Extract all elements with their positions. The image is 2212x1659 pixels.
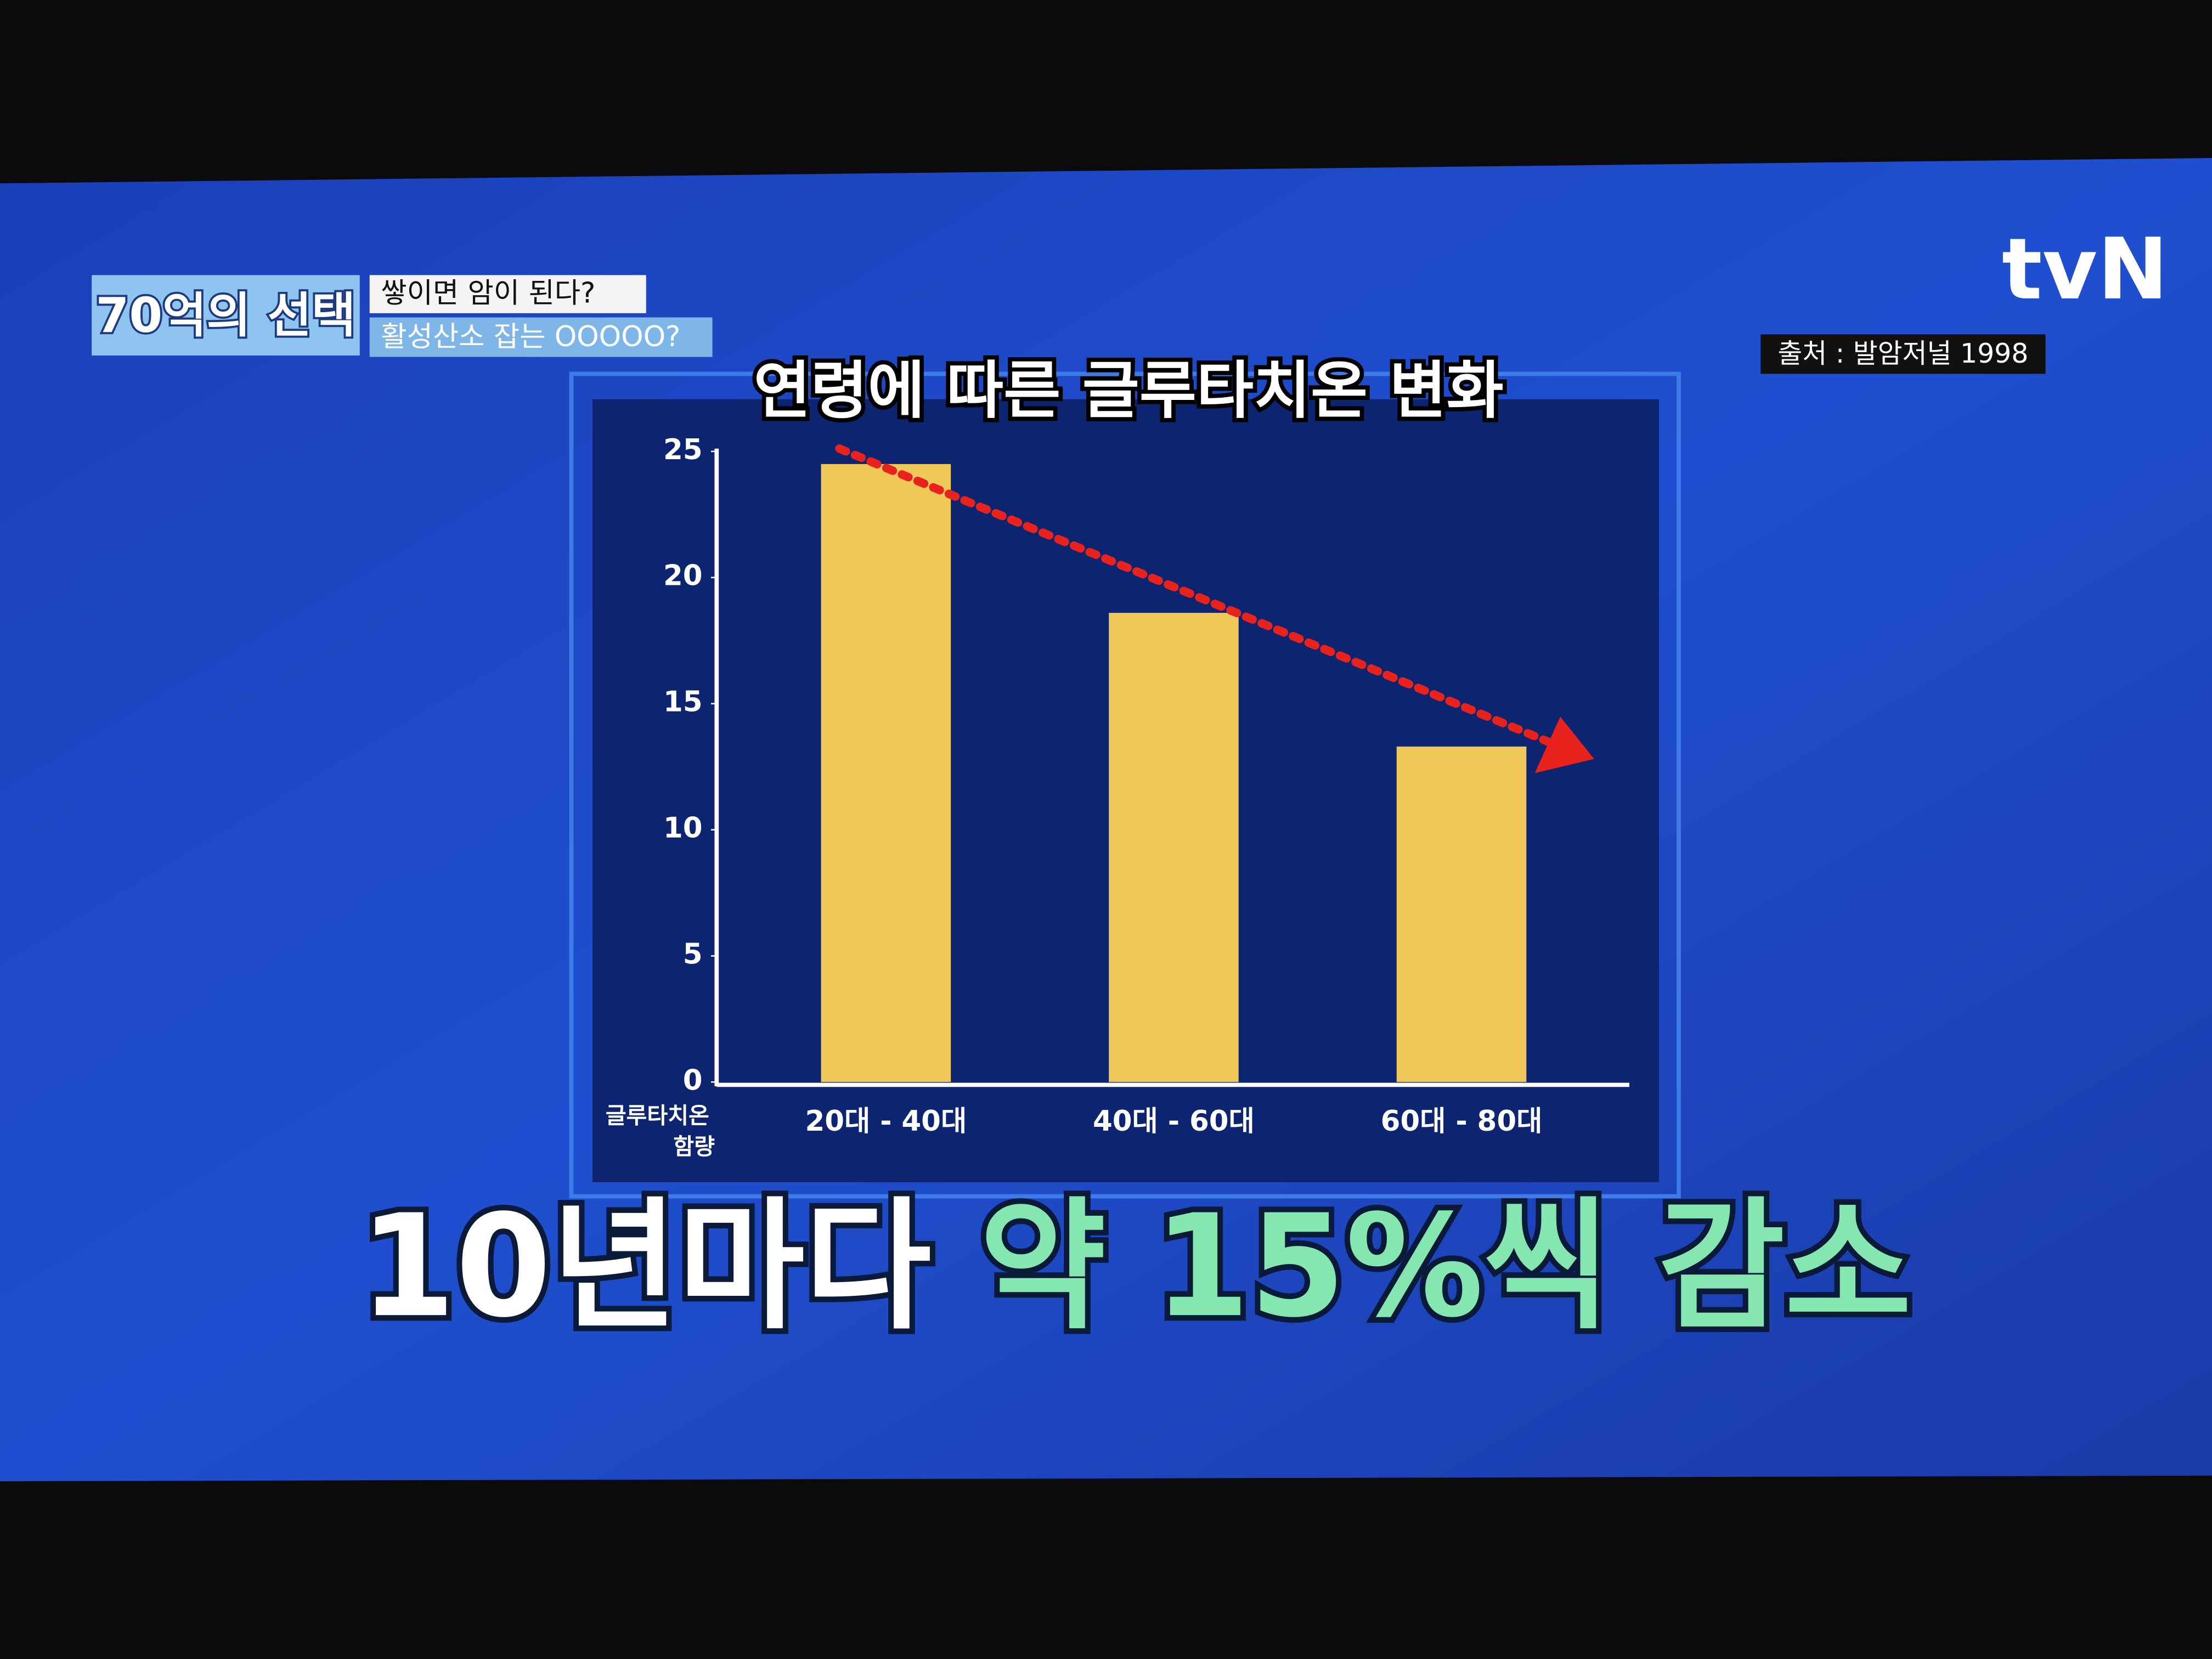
caption-green: 약 15%씩 감소: [979, 1184, 1911, 1348]
y-axis-label: 함량: [673, 1133, 715, 1160]
trend-arrowhead: [1534, 716, 1594, 774]
x-tick-label: 20대 - 40대: [805, 1105, 967, 1138]
x-tick-label: 40대 - 60대: [1093, 1105, 1255, 1138]
source: 출처 : 발암저널 1998: [1778, 338, 2028, 369]
show-headline: 쌓이면 암이 된다?: [381, 276, 595, 309]
show-subheadline: 활성산소 잡는 OOOOO?: [381, 320, 680, 353]
source-box: [1760, 334, 2046, 374]
chart-title: 연령에 따른 글루타치온 변화: [754, 354, 1504, 427]
bars: 0 5 10 15 20 25 20대 - 40대 40대 - 60대 60대 - 80대: [663, 433, 1542, 1138]
bar: [1396, 746, 1527, 1082]
y-axis-label: 글루타치온: [606, 1103, 709, 1129]
trend-arrow: [835, 444, 1554, 747]
x-tick-label: 60대 - 80대: [1381, 1105, 1543, 1138]
channel-logo: tvN: [2002, 221, 2168, 319]
y-tick-label: 0: [683, 1064, 703, 1097]
show-logo: 70억의 선택: [96, 287, 356, 343]
subheadline-box: [369, 317, 713, 357]
y-tick-label: 15: [663, 686, 703, 719]
y-tick-label: 10: [663, 812, 703, 845]
bar: [821, 464, 951, 1082]
y-tick-label: 20: [663, 560, 703, 592]
logo-box: [92, 275, 360, 356]
caption: 10년마다 약 15%씩 감소: [360, 1184, 1912, 1348]
y-tick-label: 5: [683, 938, 703, 970]
y-tick-label: 25: [663, 433, 703, 466]
headline-box: [369, 275, 646, 313]
chart-frame: [569, 371, 1681, 1199]
caption-white: 10년마다: [360, 1184, 932, 1348]
bar: [1109, 613, 1239, 1082]
